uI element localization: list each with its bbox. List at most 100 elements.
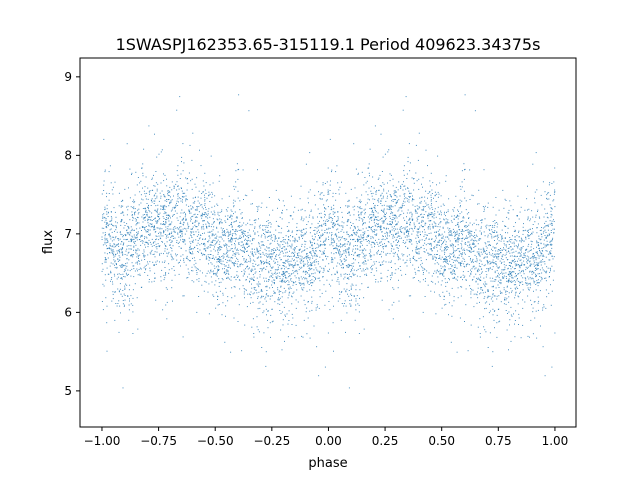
data-point: [461, 170, 463, 172]
data-point: [111, 231, 113, 233]
data-point: [121, 295, 123, 297]
data-point: [303, 257, 305, 259]
data-point: [440, 284, 442, 286]
data-point: [240, 213, 242, 215]
data-point: [121, 219, 123, 221]
data-point: [292, 292, 294, 294]
data-point: [170, 217, 171, 219]
data-point: [164, 195, 166, 197]
data-point: [168, 269, 170, 271]
data-point: [134, 212, 135, 214]
data-point: [541, 253, 543, 255]
data-point: [486, 283, 488, 285]
data-point: [204, 194, 205, 196]
data-point: [110, 182, 112, 184]
data-point: [134, 270, 136, 272]
data-point: [294, 275, 296, 277]
data-point: [330, 221, 332, 223]
data-point: [425, 238, 427, 240]
data-point: [122, 211, 124, 213]
data-point: [496, 256, 498, 258]
data-point: [132, 256, 134, 258]
data-point: [420, 246, 422, 248]
data-point: [199, 270, 201, 272]
data-point: [322, 184, 324, 186]
data-point: [205, 257, 207, 259]
data-point: [264, 298, 266, 300]
data-point: [549, 253, 551, 255]
data-point: [348, 263, 350, 265]
data-point: [488, 241, 490, 243]
data-point: [463, 163, 465, 165]
data-point: [472, 266, 474, 268]
data-point: [512, 271, 514, 273]
data-point: [274, 261, 276, 263]
data-point: [116, 244, 118, 246]
data-point: [330, 241, 332, 243]
data-point: [359, 245, 361, 247]
data-point: [524, 301, 526, 303]
data-point: [430, 194, 432, 196]
data-point: [416, 234, 418, 236]
data-point: [528, 256, 530, 258]
data-point: [105, 279, 107, 281]
data-point: [520, 275, 522, 277]
data-point: [148, 224, 150, 226]
data-point: [367, 194, 369, 196]
data-point: [520, 247, 522, 249]
data-point: [303, 270, 305, 272]
data-point: [163, 232, 164, 234]
data-point: [214, 273, 216, 275]
data-point: [417, 159, 419, 161]
data-point: [298, 277, 300, 279]
data-point: [457, 238, 459, 240]
data-point: [358, 254, 360, 256]
data-point: [156, 222, 158, 224]
data-point: [160, 223, 162, 225]
data-point: [126, 143, 128, 145]
data-point: [500, 273, 502, 274]
data-point: [369, 227, 371, 228]
data-point: [387, 232, 389, 234]
data-point: [268, 279, 270, 281]
data-point: [538, 245, 540, 247]
data-point: [131, 214, 133, 215]
data-point: [149, 261, 151, 263]
data-point: [238, 168, 240, 170]
data-point: [416, 220, 418, 222]
data-point: [291, 303, 293, 305]
data-point: [521, 247, 523, 249]
data-point: [306, 248, 308, 250]
data-point: [403, 205, 405, 206]
data-point: [357, 240, 359, 242]
data-point: [142, 163, 144, 165]
data-point: [171, 250, 173, 252]
data-point: [398, 207, 400, 209]
data-point: [459, 185, 461, 187]
data-point: [188, 210, 190, 212]
data-point: [114, 181, 116, 183]
data-point: [381, 239, 383, 241]
data-point: [502, 276, 503, 278]
data-point: [508, 271, 510, 273]
data-point: [407, 188, 409, 189]
data-point: [104, 171, 106, 173]
data-point: [192, 248, 194, 250]
data-point: [188, 172, 190, 174]
data-point: [210, 155, 212, 157]
data-point: [462, 279, 463, 281]
data-point: [202, 220, 203, 222]
data-point: [377, 200, 379, 202]
data-point: [413, 277, 415, 278]
data-point: [497, 250, 499, 252]
data-point: [370, 193, 372, 195]
data-point: [129, 168, 131, 170]
data-point: [242, 256, 244, 257]
data-point: [319, 236, 321, 238]
data-point: [468, 233, 470, 235]
data-point: [155, 246, 157, 248]
data-point: [382, 243, 384, 245]
data-point: [501, 238, 503, 240]
data-point: [517, 195, 519, 197]
data-point: [184, 192, 186, 194]
